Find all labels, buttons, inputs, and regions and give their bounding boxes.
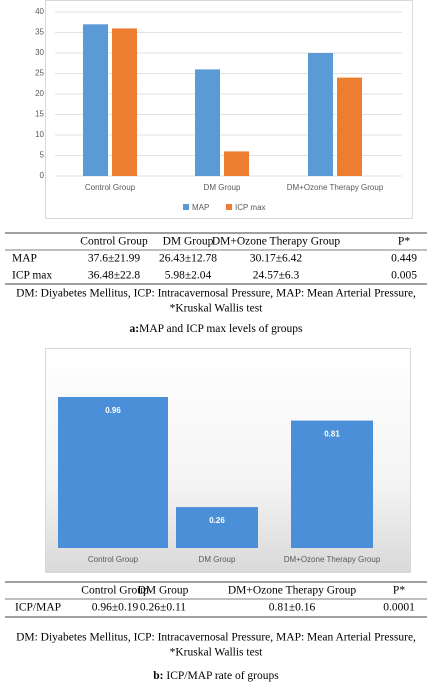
table-note: DM: Diyabetes Mellitus, ICP: Intracavern… <box>16 632 416 644</box>
y-tick-label: 20 <box>35 89 44 98</box>
table-cell: 26.43±12.78 <box>159 253 217 265</box>
y-tick-label: 5 <box>40 151 45 160</box>
y-tick-label: 10 <box>35 130 44 139</box>
bar <box>308 53 333 176</box>
x-tick-label: Control Group <box>88 555 139 564</box>
caption-label: a: <box>130 323 140 335</box>
table-header: DM Group <box>138 585 189 597</box>
table-cell: ICP max <box>12 270 52 282</box>
table-cell: ICP/MAP <box>15 602 61 614</box>
x-tick-label: Control Group <box>85 183 136 192</box>
table-cell: 24.57±6.3 <box>253 270 300 282</box>
value-label: 0.81 <box>324 430 340 439</box>
legend-swatch <box>226 204 232 210</box>
legend-swatch <box>183 204 189 210</box>
table-cell: 0.81±0.16 <box>269 602 316 614</box>
table-cell: 0.0001 <box>383 602 415 614</box>
legend-label: MAP <box>192 203 209 212</box>
table-cell: MAP <box>12 253 37 265</box>
y-tick-label: 35 <box>35 28 44 37</box>
table-cell: 37.6±21.99 <box>88 253 141 265</box>
table-cell: 36.48±22.8 <box>88 270 141 282</box>
y-tick-label: 0 <box>40 171 45 180</box>
table-cell: 0.005 <box>391 270 417 282</box>
y-tick-label: 30 <box>35 48 44 57</box>
table-cell: 0.449 <box>391 253 417 265</box>
bar <box>337 77 362 176</box>
table-header: DM+Ozone Therapy Group <box>228 585 357 597</box>
legend-label: ICP max <box>235 203 266 212</box>
bar <box>224 151 249 176</box>
y-tick-label: 40 <box>35 7 44 16</box>
value-label: 0.26 <box>209 516 225 525</box>
value-label: 0.96 <box>105 406 121 415</box>
bar <box>83 24 108 176</box>
table-cell: 0.26±0.11 <box>140 602 186 614</box>
table-header: DM+Ozone Therapy Group <box>212 236 341 248</box>
x-tick-label: DM+Ozone Therapy Group <box>287 183 384 192</box>
y-tick-label: 25 <box>35 69 44 78</box>
x-tick-label: DM Group <box>199 555 236 564</box>
y-tick-label: 15 <box>35 110 44 119</box>
x-tick-label: DM+Ozone Therapy Group <box>284 555 381 564</box>
bar <box>195 69 220 176</box>
caption-a: a:MAP and ICP max levels of groups <box>130 323 303 335</box>
caption-text: ICP/MAP rate of groups <box>164 670 280 682</box>
table-header: Control Group <box>80 236 148 248</box>
caption-text: MAP and ICP max levels of groups <box>139 323 303 335</box>
x-tick-label: DM Group <box>204 183 241 192</box>
bar <box>58 397 168 548</box>
table-cell: 0.96±0.19 <box>92 602 139 614</box>
table-cell: 30.17±6.42 <box>250 253 303 265</box>
table-header: P* <box>398 236 410 248</box>
table-cell: 5.98±2.04 <box>165 270 212 282</box>
table-header: Control Group <box>81 585 149 597</box>
bar <box>112 28 137 177</box>
bar <box>291 420 373 548</box>
table-note: *Kruskal Wallis test <box>170 303 264 315</box>
table-note: *Kruskal Wallis test <box>170 647 264 659</box>
table-header: DM Group <box>163 236 214 248</box>
table-note: DM: Diyabetes Mellitus, ICP: Intracavern… <box>16 288 416 300</box>
table-header: P* <box>393 585 405 597</box>
caption-label: b: <box>153 670 163 682</box>
caption-b: b: ICP/MAP rate of groups <box>153 670 279 682</box>
bar <box>176 507 258 548</box>
